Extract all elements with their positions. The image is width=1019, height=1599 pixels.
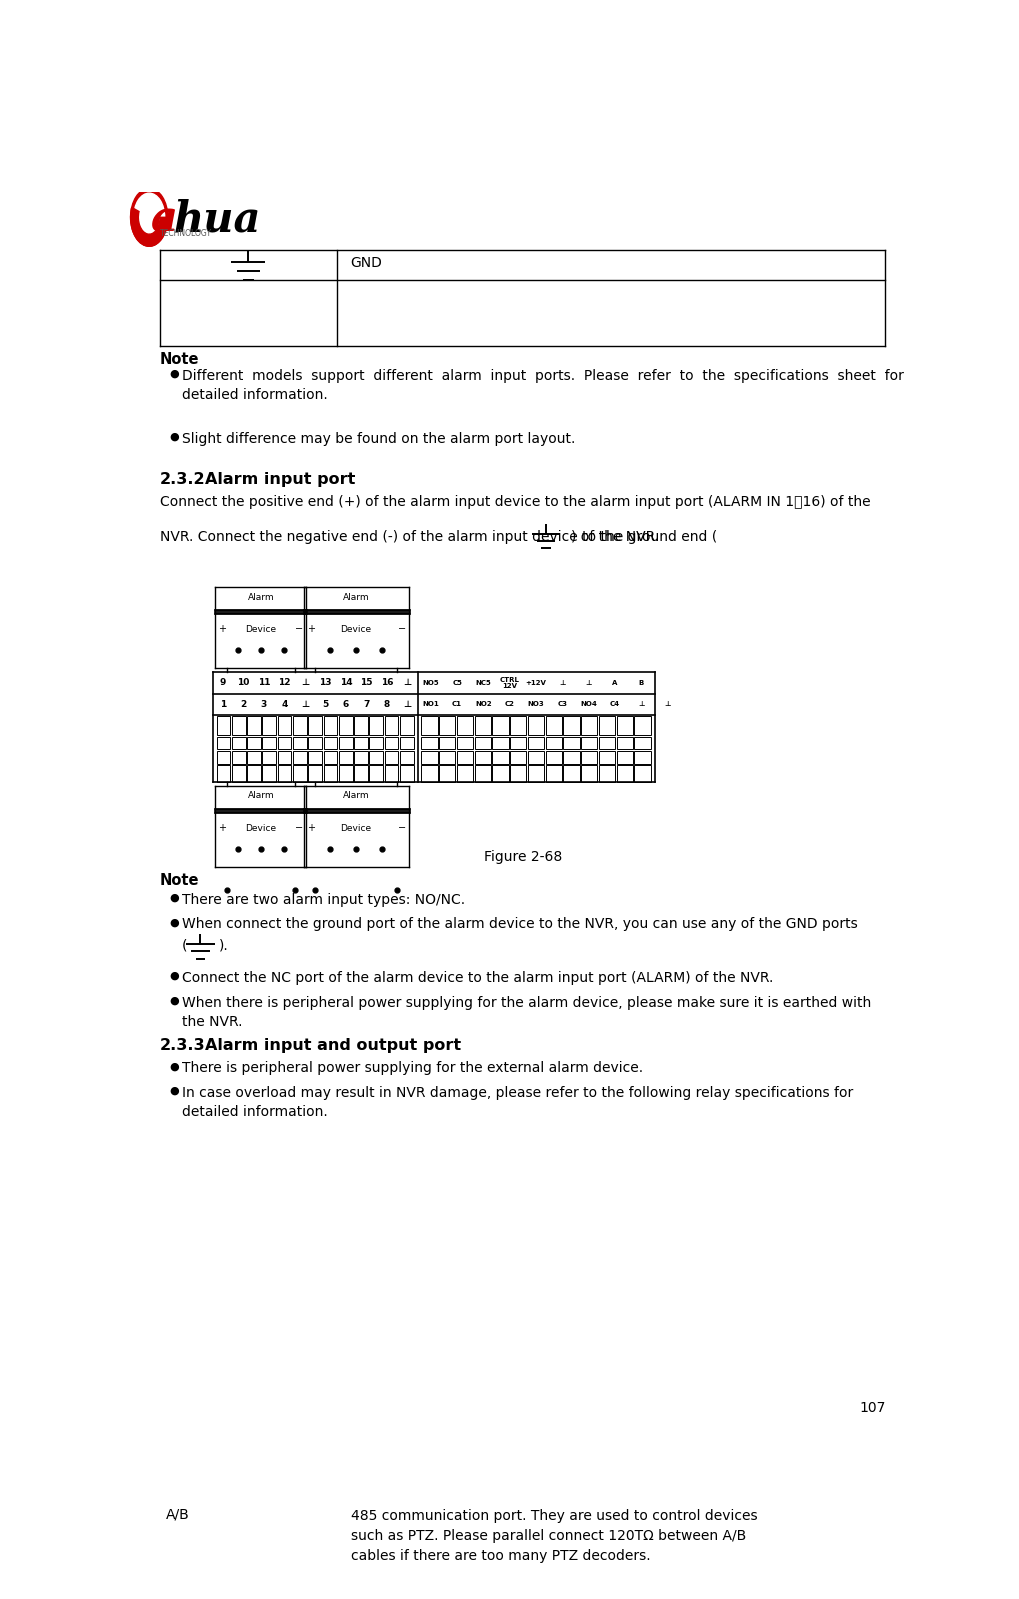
Text: Device: Device (245, 625, 276, 633)
Text: When there is peripheral power supplying for the alarm device, please make sure : When there is peripheral power supplying… (181, 996, 870, 1030)
Text: −: − (294, 823, 303, 833)
Text: 107: 107 (858, 1401, 884, 1415)
Text: ●: ● (169, 1062, 179, 1071)
Text: +: + (218, 624, 226, 635)
Text: C4: C4 (609, 702, 620, 707)
Text: 11: 11 (258, 678, 270, 688)
Text: ⊥: ⊥ (301, 700, 309, 708)
Text: Alarm input and output port: Alarm input and output port (205, 1038, 461, 1054)
Text: Different  models  support  different  alarm  input  ports.  Please  refer  to  : Different models support different alarm… (181, 369, 903, 403)
Text: Note: Note (160, 352, 200, 368)
Text: NO1: NO1 (422, 702, 439, 707)
Text: 2.3.2: 2.3.2 (160, 472, 206, 488)
Text: When connect the ground port of the alarm device to the NVR, you can use any of : When connect the ground port of the alar… (181, 918, 857, 931)
Text: 12: 12 (278, 678, 290, 688)
Text: Device: Device (340, 625, 371, 633)
Text: −: − (294, 624, 303, 635)
Text: 485 communication port. They are used to control devices
such as PTZ. Please par: 485 communication port. They are used to… (351, 1509, 756, 1564)
Text: ●: ● (169, 892, 179, 902)
Text: Slight difference may be found on the alarm port layout.: Slight difference may be found on the al… (181, 432, 575, 446)
Text: A/B: A/B (166, 1508, 190, 1522)
Text: Connect the positive end (+) of the alarm input device to the alarm input port (: Connect the positive end (+) of the alar… (160, 496, 870, 508)
Text: Alarm: Alarm (342, 593, 369, 601)
Text: +: + (218, 823, 226, 833)
Text: ⊥: ⊥ (558, 680, 565, 686)
Text: Alarm: Alarm (248, 593, 274, 601)
Text: There is peripheral power supplying for the external alarm device.: There is peripheral power supplying for … (181, 1062, 642, 1075)
Text: C5: C5 (451, 680, 462, 686)
Text: Figure 2-68: Figure 2-68 (483, 851, 561, 863)
Text: Alarm: Alarm (248, 792, 274, 801)
Text: ●: ● (169, 1086, 179, 1095)
Text: +: + (307, 624, 314, 635)
Text: CTRL
12V: CTRL 12V (499, 676, 519, 689)
Text: 7: 7 (363, 700, 369, 708)
Text: 5: 5 (322, 700, 328, 708)
Text: +: + (307, 823, 314, 833)
Text: C1: C1 (451, 702, 462, 707)
Text: 4: 4 (281, 700, 287, 708)
Text: 6: 6 (342, 700, 348, 708)
Wedge shape (130, 208, 168, 246)
Text: ⊥: ⊥ (301, 678, 309, 688)
Text: ) of the NVR.: ) of the NVR. (571, 529, 658, 544)
Text: Alarm: Alarm (342, 792, 369, 801)
Text: 14: 14 (339, 678, 352, 688)
Text: NVR. Connect the negative end (-) of the alarm input device to the ground end (: NVR. Connect the negative end (-) of the… (160, 529, 716, 544)
Text: 15: 15 (360, 678, 372, 688)
Text: (: ( (181, 939, 187, 953)
Text: 1: 1 (220, 700, 226, 708)
Text: Device: Device (340, 823, 371, 833)
Text: 2.3.3: 2.3.3 (160, 1038, 206, 1054)
Text: There are two alarm input types: NO/NC.: There are two alarm input types: NO/NC. (181, 892, 465, 907)
Text: 2: 2 (240, 700, 247, 708)
Text: NO2: NO2 (475, 702, 491, 707)
Text: NO4: NO4 (580, 702, 596, 707)
Text: hua: hua (174, 198, 261, 240)
Text: ⊥: ⊥ (403, 678, 411, 688)
Text: 16: 16 (380, 678, 392, 688)
Text: +12V: +12V (525, 680, 546, 686)
Text: ●: ● (169, 918, 179, 927)
Text: C3: C3 (556, 702, 567, 707)
Text: 9: 9 (219, 678, 226, 688)
Text: ).: ). (219, 939, 228, 953)
Text: −: − (397, 624, 406, 635)
Text: Alarm input port: Alarm input port (205, 472, 355, 488)
Text: ⊥: ⊥ (663, 702, 671, 707)
Text: ●: ● (169, 971, 179, 982)
Circle shape (133, 193, 164, 241)
Circle shape (130, 189, 168, 246)
Text: 13: 13 (319, 678, 331, 688)
Text: NO3: NO3 (527, 702, 544, 707)
Text: ●: ● (169, 432, 179, 441)
Text: ●: ● (169, 996, 179, 1006)
Text: Device: Device (245, 823, 276, 833)
Text: NC5: NC5 (475, 680, 491, 686)
Text: Note: Note (160, 873, 200, 889)
Text: TECHNOLOGY: TECHNOLOGY (160, 229, 212, 238)
Text: ●: ● (169, 369, 179, 379)
Text: 10: 10 (237, 678, 250, 688)
Text: In case overload may result in NVR damage, please refer to the following relay s: In case overload may result in NVR damag… (181, 1086, 852, 1119)
Text: GND: GND (351, 256, 382, 270)
Text: −: − (397, 823, 406, 833)
Text: NO5: NO5 (422, 680, 438, 686)
Text: Connect the NC port of the alarm device to the alarm input port (ALARM) of the N: Connect the NC port of the alarm device … (181, 971, 772, 985)
Text: C2: C2 (504, 702, 515, 707)
Text: ⊥: ⊥ (638, 702, 644, 707)
Text: ⊥: ⊥ (585, 680, 591, 686)
Text: 8: 8 (383, 700, 389, 708)
Text: a: a (151, 198, 177, 240)
Text: 3: 3 (261, 700, 267, 708)
Text: ⊥: ⊥ (403, 700, 411, 708)
Text: B: B (638, 680, 643, 686)
Text: A: A (611, 680, 618, 686)
